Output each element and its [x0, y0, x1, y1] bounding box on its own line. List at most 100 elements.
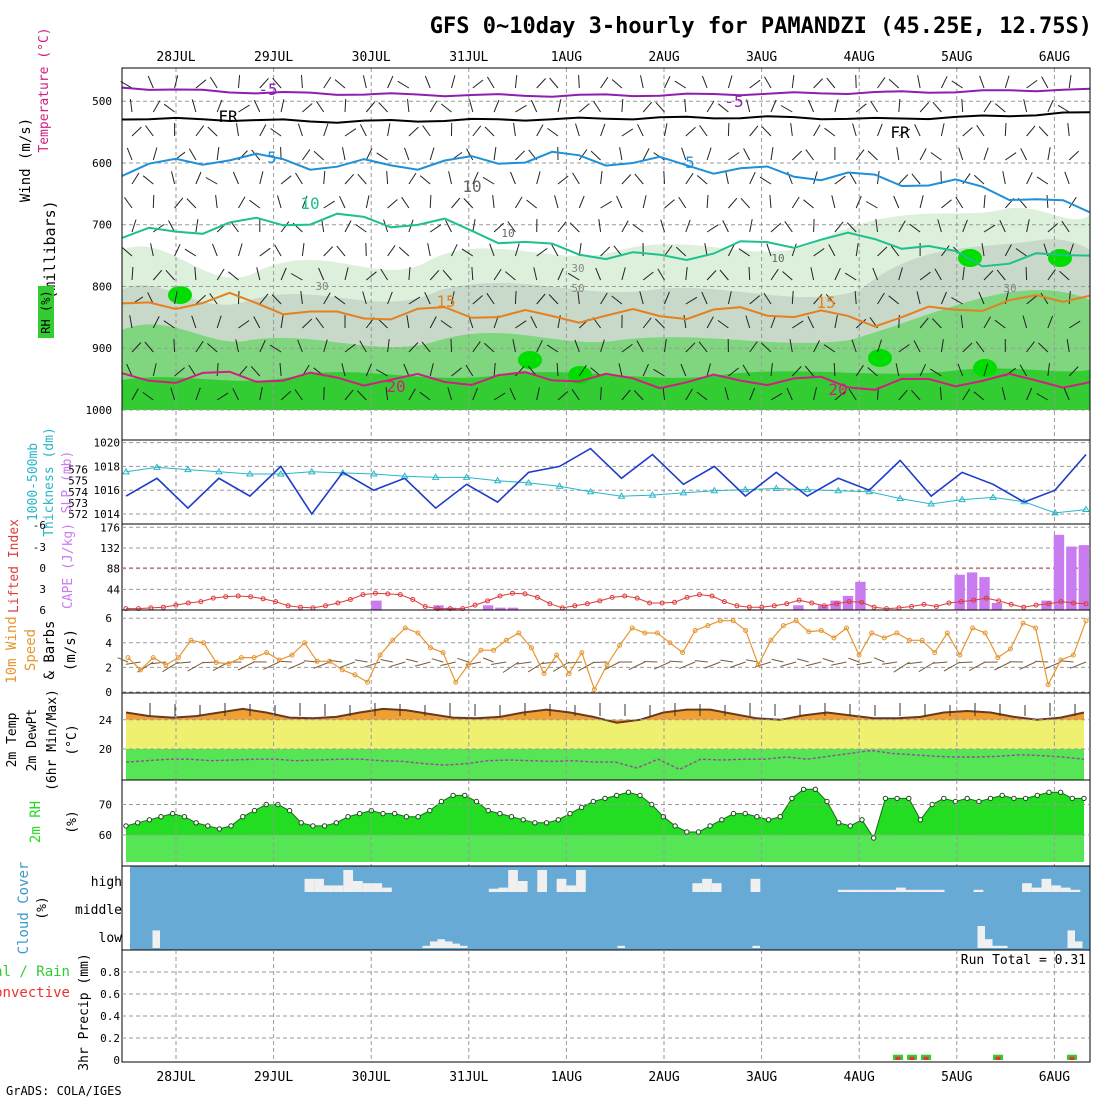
- rh-point: [205, 823, 211, 829]
- wind-barb: [578, 364, 587, 377]
- wind-barb: [590, 367, 601, 377]
- high-cloud-bar: [1060, 887, 1071, 892]
- rh-point: [1046, 789, 1052, 795]
- wind-barb: [663, 170, 665, 185]
- high-cloud-bar: [702, 878, 712, 892]
- wind-barb: [232, 388, 239, 401]
- wind-barb: [515, 104, 527, 113]
- high-cloud-bar: [973, 889, 984, 892]
- wind-barb: [300, 291, 303, 305]
- wind-speed-point: [276, 657, 282, 663]
- wind-barb: [279, 362, 282, 377]
- wind-barb: [983, 224, 996, 233]
- wind-barb: [209, 76, 218, 89]
- wind-barb: [934, 268, 942, 281]
- low-cloud-bar: [437, 939, 445, 948]
- tick-label: 0: [105, 686, 112, 699]
- wind-speed-point: [654, 630, 660, 636]
- precip-frame: [121, 949, 1091, 1063]
- thickness-point: [462, 473, 471, 480]
- wind-barb: [770, 392, 783, 401]
- low-cloud-bar: [452, 943, 460, 948]
- wind-barb: [465, 364, 474, 377]
- wind-barb: [749, 219, 753, 233]
- wind-barb: [451, 244, 458, 257]
- tick-label: 20: [99, 743, 112, 756]
- rh-point: [415, 814, 421, 820]
- wind-barb: [301, 149, 311, 161]
- wind-barb: [301, 243, 305, 257]
- rh-point: [719, 817, 725, 823]
- wind-barb: [256, 267, 261, 281]
- high-cloud-bar: [1070, 889, 1081, 892]
- rh-point: [999, 792, 1005, 799]
- wind-barb: [759, 176, 772, 185]
- wind-speed-point: [591, 687, 597, 692]
- wind-barb-10m: [567, 661, 582, 664]
- rh-point: [567, 810, 573, 817]
- wind-barb: [1068, 196, 1077, 209]
- wind-barb: [144, 341, 154, 353]
- wind-barb: [685, 296, 698, 305]
- cape-lifted-index-panel: 44 88 132 176 6 3 0 -3 -6 CAPE (J/kg) Lifted Index: [7, 519, 1091, 617]
- lifted-index-point: [534, 594, 540, 600]
- upper-air-panel: 500 600 700 800 900 1000 -5 FR 5 10 15 20 -5 FR 5 15 20 1…: [18, 27, 1091, 441]
- lifted-index-point: [946, 600, 952, 606]
- wind-barb-10m: [797, 658, 809, 663]
- date-label: 29JUL: [254, 1070, 293, 1085]
- wind-barb: [685, 172, 694, 185]
- wind-barb: [940, 339, 944, 353]
- wind-barb: [813, 340, 820, 353]
- lifted-index-point: [971, 597, 977, 603]
- thickness-point: [245, 470, 254, 477]
- wind-barb: [509, 387, 516, 401]
- dew-base-fill: [126, 749, 1084, 780]
- wind-barb: [632, 223, 644, 233]
- tick-label: 24: [99, 714, 113, 727]
- below-ground: [122, 410, 1090, 440]
- wind-barb: [238, 104, 250, 113]
- wind-barb: [664, 245, 673, 257]
- wind-barb: [1026, 172, 1033, 185]
- lifted-index-point: [160, 604, 166, 610]
- rh-point: [123, 823, 129, 829]
- wind-barb-10m: [457, 657, 469, 663]
- wind-barb: [749, 79, 761, 89]
- wind-barb: [828, 244, 836, 257]
- run-total-label: Run Total = 0.31: [961, 953, 1086, 968]
- wind-barb: [855, 364, 864, 377]
- temp2m-axis-title-3: (6hr Min/Max): [45, 689, 60, 791]
- wind-barb: [514, 243, 520, 257]
- wind-barb: [600, 386, 602, 401]
- wind-barb: [761, 342, 772, 353]
- lifted-index-axis-title: Lifted Index: [7, 519, 22, 613]
- wind-barb-10m: [968, 661, 986, 672]
- wind-barb: [749, 125, 759, 137]
- wind-barb: [131, 388, 139, 401]
- lifted-index-point: [909, 604, 914, 609]
- wind-barb: [174, 243, 181, 257]
- wind-barb: [664, 123, 668, 137]
- wind-barb: [727, 122, 730, 137]
- wind-barb: [834, 221, 844, 233]
- lifted-index-point: [1008, 601, 1014, 607]
- contour-label: 5: [267, 148, 277, 167]
- wind-barb: [419, 175, 431, 185]
- rh-point: [497, 810, 503, 817]
- tick-label: 0.2: [100, 1032, 120, 1045]
- wind-barb: [813, 124, 821, 137]
- wind-barb: [696, 391, 708, 401]
- wind-barb: [740, 197, 751, 209]
- contour-label: 10: [462, 177, 481, 196]
- wind-barb: [834, 175, 846, 185]
- wind-barb: [536, 387, 540, 401]
- contour-label: 30: [571, 262, 584, 275]
- lifted-index-point: [746, 604, 752, 610]
- rh2m-panel: 60 70 2m RH (%): [28, 779, 1091, 867]
- wind-barb: [621, 267, 626, 281]
- high-cloud-bar: [372, 883, 383, 892]
- wind-barb: [600, 171, 603, 185]
- wind-barb: [451, 75, 456, 89]
- tick-label: 0.6: [100, 988, 120, 1001]
- wind-barb: [165, 269, 175, 281]
